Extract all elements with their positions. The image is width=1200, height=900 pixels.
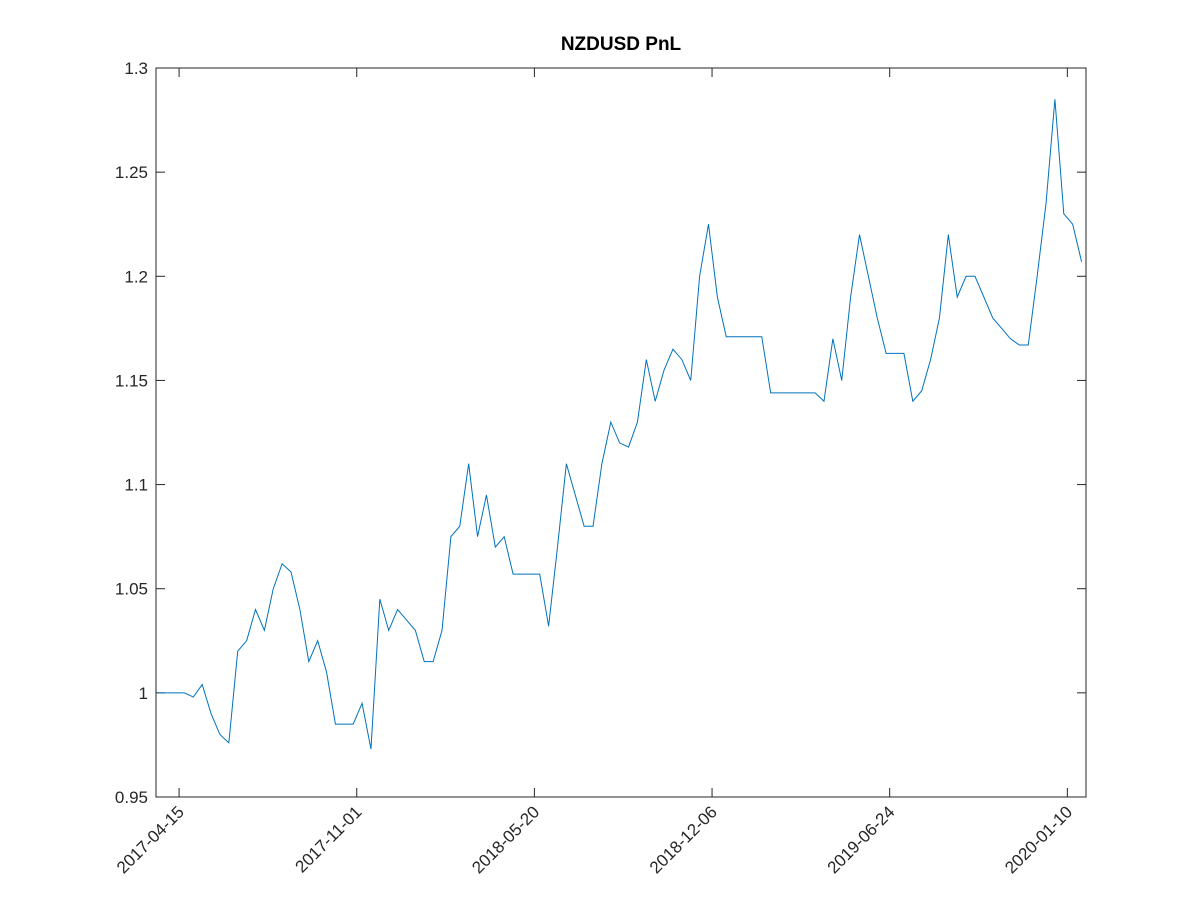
y-tick-label: 1: [139, 684, 148, 703]
y-tick-label: 1.2: [124, 267, 148, 286]
y-tick-label: 0.95: [115, 788, 148, 807]
data-line: [157, 99, 1083, 750]
y-tick-label: 1.05: [115, 580, 148, 599]
y-tick-label: 1.25: [115, 163, 148, 182]
y-tick-label: 1.15: [115, 371, 148, 390]
axes-box: [155, 67, 1087, 798]
y-tick-label: 1.1: [124, 476, 148, 495]
y-tick-label: 1.3: [124, 59, 148, 78]
chart-title: NZDUSD PnL: [561, 34, 682, 55]
